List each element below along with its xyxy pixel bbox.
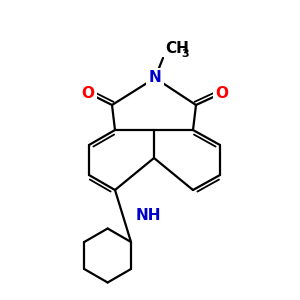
Text: 3: 3 [181,49,189,59]
Text: N: N [148,70,161,86]
Text: NH: NH [135,208,161,223]
Text: O: O [215,85,229,100]
Text: CH: CH [165,41,189,56]
Text: O: O [82,85,94,100]
